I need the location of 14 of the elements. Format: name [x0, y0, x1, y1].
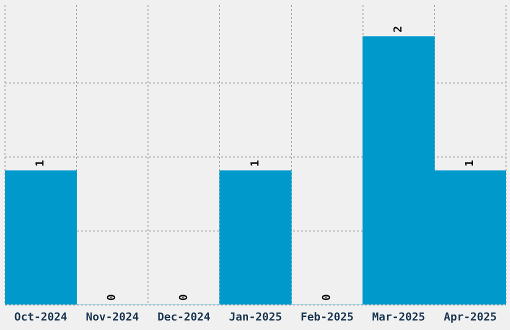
- x-tick-label: Apr-2025: [444, 310, 497, 324]
- x-tick-label: Dec-2024: [157, 310, 211, 324]
- x-tick-label: Oct-2024: [14, 310, 68, 324]
- data-label: 1: [248, 160, 262, 167]
- data-label: 1: [463, 160, 476, 167]
- data-label: 1: [34, 160, 47, 167]
- data-label: 0: [320, 294, 333, 301]
- data-label: 0: [105, 294, 118, 301]
- x-tick-label: Mar-2025: [372, 310, 426, 324]
- data-label: 2: [392, 26, 404, 33]
- x-tick-label: Nov-2024: [86, 310, 140, 324]
- x-tick-label: Jan-2025: [229, 310, 282, 324]
- x-tick-label: Feb-2025: [300, 310, 354, 324]
- data-label: 0: [176, 294, 190, 301]
